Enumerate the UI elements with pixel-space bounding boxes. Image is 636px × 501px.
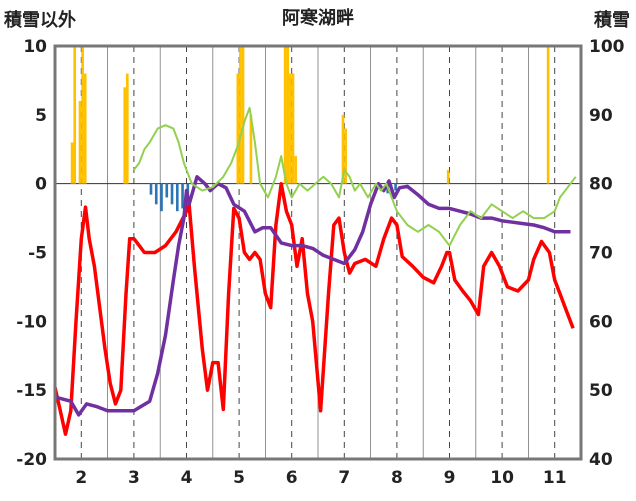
bar: [160, 183, 163, 212]
bar: [78, 101, 82, 184]
bar: [294, 156, 297, 184]
bar: [236, 73, 240, 184]
bar: [73, 46, 77, 184]
bar: [239, 46, 242, 184]
bar: [446, 169, 450, 184]
y-right-tick-label: 60: [589, 312, 613, 332]
bar: [341, 114, 345, 184]
bar: [149, 183, 153, 195]
bar: [83, 73, 87, 184]
bar: [249, 114, 253, 184]
y-left-tick-label: -5: [28, 244, 47, 264]
series-line-1: [54, 175, 571, 417]
x-tick-label: 9: [444, 468, 456, 488]
y-right-tick-label: 40: [589, 450, 613, 470]
x-tick-label: 7: [338, 468, 350, 488]
bar: [344, 128, 347, 184]
y-right-tick-label: 80: [589, 175, 613, 195]
y-left-tick-label: -20: [16, 450, 47, 470]
x-tick-label: 5: [233, 468, 245, 488]
x-tick-label: 2: [75, 468, 87, 488]
bar: [283, 46, 287, 184]
right-axis-title: 積雪: [594, 10, 630, 31]
y-right-tick-label: 50: [589, 381, 613, 401]
bar: [154, 183, 158, 205]
bar: [286, 46, 290, 184]
bar: [170, 183, 174, 205]
y-right-tick-label: 70: [589, 244, 613, 264]
x-tick-label: 10: [490, 468, 514, 488]
x-tick-label: 3: [128, 468, 140, 488]
bar: [241, 46, 245, 184]
bar: [70, 142, 74, 184]
bar: [81, 46, 84, 184]
y-left-tick-label: -15: [16, 381, 47, 401]
bar: [291, 73, 295, 184]
series-line-2: [133, 106, 577, 247]
bar: [289, 73, 292, 184]
x-tick-label: 8: [391, 468, 403, 488]
bar: [123, 87, 127, 184]
y-left-tick-label: 10: [23, 37, 47, 57]
bar: [394, 183, 397, 191]
plot-frame: [53, 44, 583, 461]
x-tick-label: 6: [286, 468, 298, 488]
y-left-tick-label: 0: [35, 175, 47, 195]
series-line-0: [53, 181, 575, 436]
y-right-tick-label: 90: [589, 106, 613, 126]
bar: [165, 183, 169, 198]
x-tick-label: 4: [181, 468, 193, 488]
y-left-tick-label: -10: [16, 312, 47, 332]
bar: [126, 73, 129, 184]
y-right-tick-label: 100: [589, 37, 625, 57]
bar: [175, 183, 179, 212]
x-tick-label: 11: [543, 468, 567, 488]
bar: [181, 183, 184, 209]
y-left-tick-label: 5: [35, 106, 47, 126]
bar: [546, 46, 550, 184]
chart-title: 阿寒湖畔: [282, 8, 354, 29]
left-axis-title: 積雪以外: [4, 10, 76, 31]
